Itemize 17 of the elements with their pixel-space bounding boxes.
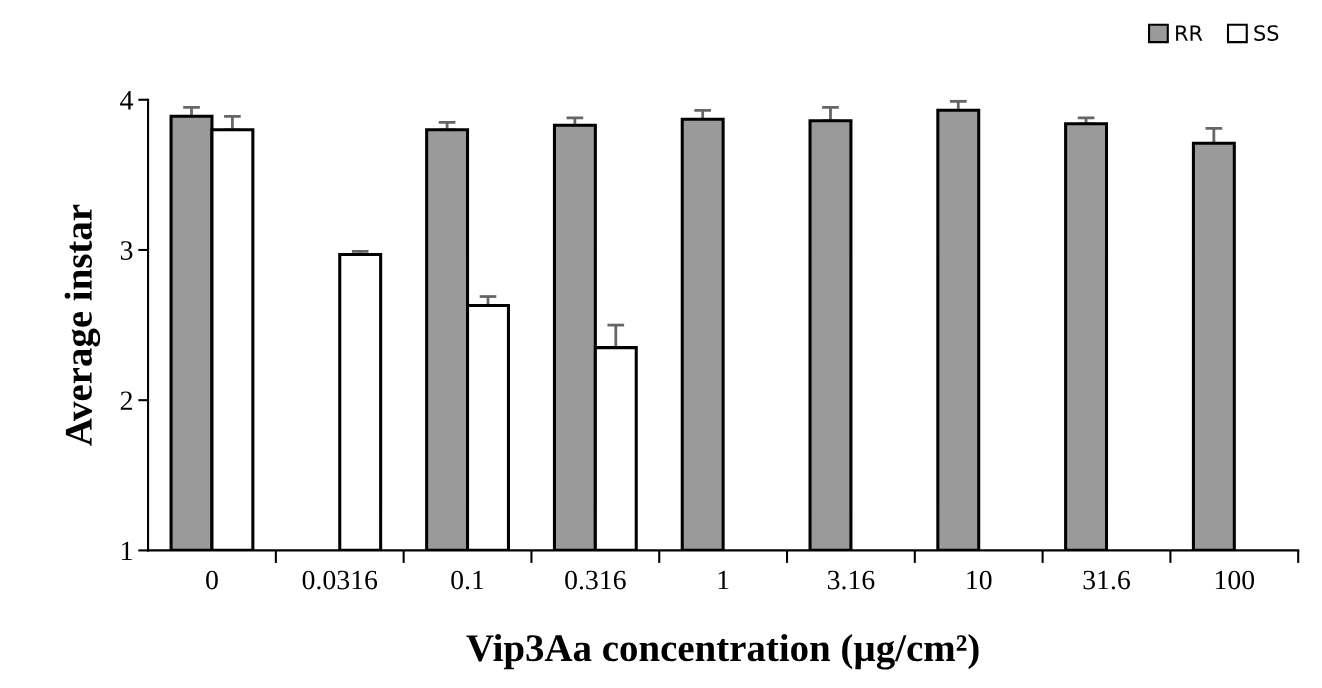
x-tick-label: 0 <box>206 570 218 590</box>
x-tick-label: 100 <box>1215 570 1255 590</box>
y-axis-title: Average instar <box>64 204 101 446</box>
x-tick-label: 31.6 <box>1083 570 1130 590</box>
y-tick-label: 4 <box>120 91 134 110</box>
y-tick-label: 2 <box>120 391 132 410</box>
legend-label: RR <box>1176 25 1203 41</box>
x-tick-label: 0.316 <box>565 570 626 590</box>
x-tick-label: 10 <box>967 570 992 590</box>
x-tick-label: 0.1 <box>451 570 484 590</box>
y-tick-label: 1 <box>122 541 132 561</box>
x-tick-label: 0.0316 <box>302 570 378 590</box>
x-tick-label: 3.16 <box>827 570 875 590</box>
x-axis-title: Vip3Aa concentration (µg/cm²) <box>466 633 979 670</box>
y-tick-label: 3 <box>120 241 133 260</box>
legend-label: SS <box>1254 25 1279 41</box>
x-tick-label: 1 <box>718 570 729 590</box>
